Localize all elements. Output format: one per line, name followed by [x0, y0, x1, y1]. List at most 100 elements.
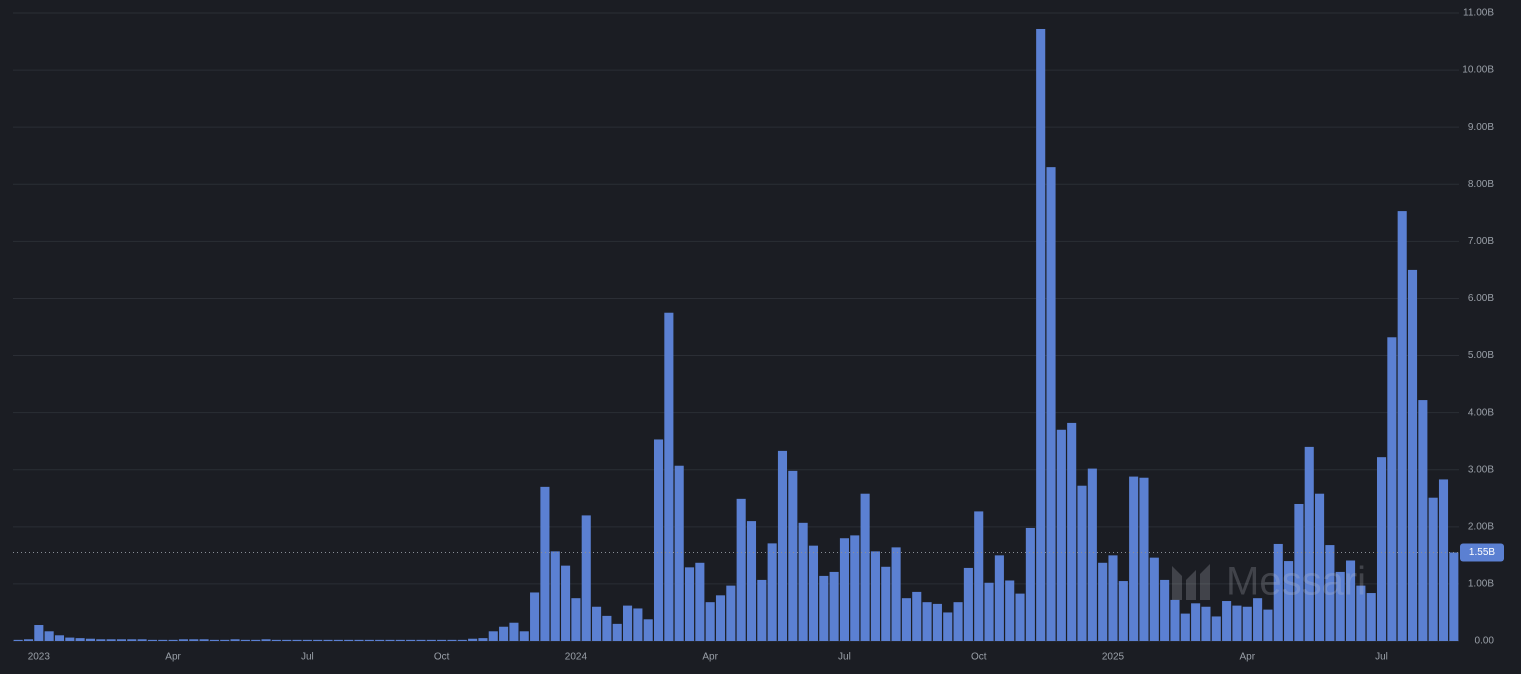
bar [726, 585, 736, 641]
bar [1407, 269, 1418, 641]
bar [333, 639, 343, 641]
bar [1025, 527, 1035, 641]
watermark: Messari [1172, 560, 1366, 604]
x-tick-label: 2023 [28, 652, 51, 663]
bar [540, 486, 550, 641]
bar [550, 551, 560, 641]
bar [571, 598, 581, 641]
bar [653, 439, 664, 641]
bar [468, 638, 478, 641]
bar [75, 638, 85, 641]
bar [1418, 400, 1428, 641]
bar [777, 450, 788, 641]
bar [426, 639, 436, 641]
bar [530, 592, 540, 641]
x-tick-label: 2024 [565, 652, 588, 663]
x-tick-label: Apr [165, 652, 181, 663]
bar [839, 538, 849, 641]
bar [963, 567, 973, 641]
bar [385, 639, 395, 641]
bar [1087, 468, 1097, 641]
bar [209, 639, 219, 641]
bar [1005, 580, 1015, 641]
bar [1253, 598, 1263, 641]
bar [323, 639, 333, 641]
bar [178, 639, 188, 641]
bar [684, 567, 695, 641]
bar [1304, 446, 1314, 641]
bar [44, 631, 54, 641]
x-tick-label: Oct [434, 652, 450, 663]
bar [767, 543, 777, 641]
y-tick-label: 3.00B [1468, 464, 1494, 475]
bar [757, 579, 767, 641]
bar [251, 639, 261, 641]
bar [850, 535, 860, 641]
bar [1273, 543, 1283, 641]
bar [1449, 552, 1459, 641]
bar [695, 562, 705, 641]
bar [1098, 562, 1108, 641]
bar [561, 565, 571, 641]
bar [1149, 557, 1159, 641]
bar [158, 639, 168, 641]
bar [901, 598, 911, 641]
bar [1356, 585, 1366, 641]
watermark-logo [1172, 564, 1210, 600]
bar [643, 619, 653, 641]
bar [302, 639, 312, 641]
bar [1242, 606, 1252, 641]
x-tick-label: Jul [1375, 652, 1388, 663]
bar [1129, 476, 1139, 641]
y-tick-label: 0.00 [1475, 636, 1495, 647]
bar [953, 602, 963, 641]
bar [612, 623, 622, 641]
x-tick-label: Jul [838, 652, 851, 663]
bar [1376, 457, 1387, 641]
grid [13, 12, 1459, 642]
bar [292, 639, 302, 641]
bar [1201, 606, 1211, 641]
x-tick-label: Apr [1239, 652, 1255, 663]
bar [406, 639, 416, 641]
bar [932, 603, 942, 641]
bar [602, 615, 612, 641]
bar [1160, 579, 1170, 641]
bar [34, 625, 44, 641]
bar [168, 639, 178, 641]
bar [1294, 503, 1304, 641]
current-value-badge [1460, 543, 1504, 562]
bar [437, 639, 447, 641]
y-tick-label: 7.00B [1468, 236, 1494, 247]
y-tick-label: 4.00B [1468, 407, 1494, 418]
bar [147, 639, 157, 641]
bar [788, 470, 798, 641]
bar [106, 639, 116, 641]
bar [499, 626, 509, 641]
bar [1346, 560, 1356, 641]
bar [54, 635, 65, 641]
bar [127, 639, 137, 641]
bar [85, 638, 96, 641]
bar [1036, 28, 1046, 641]
bar [354, 639, 364, 641]
bar [344, 639, 354, 641]
y-tick-label: 2.00B [1468, 521, 1494, 532]
bar [581, 515, 591, 641]
bar [798, 522, 808, 641]
bar [674, 465, 684, 641]
bar [1180, 613, 1190, 641]
bar [922, 602, 932, 641]
bar [746, 521, 757, 641]
bar [1211, 616, 1221, 641]
bar [220, 639, 230, 641]
bar [974, 511, 984, 641]
y-tick-label: 1.00B [1468, 579, 1494, 590]
current-value-label: 1.55B [1469, 547, 1495, 558]
y-tick-label: 10.00B [1462, 65, 1494, 76]
bar [116, 639, 126, 641]
bar [1366, 593, 1376, 641]
bar [1067, 422, 1077, 641]
bar [282, 639, 292, 641]
